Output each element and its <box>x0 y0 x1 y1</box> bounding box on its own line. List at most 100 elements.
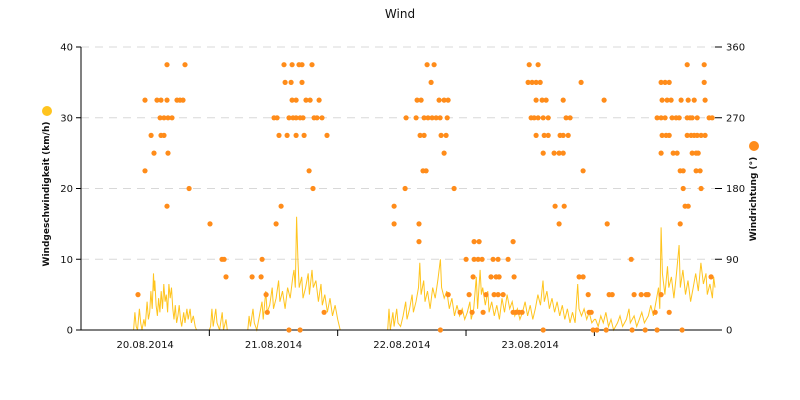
wind-direction-point <box>316 97 322 103</box>
y-right-tick-label: 360 <box>726 43 745 54</box>
wind-direction-point <box>659 97 665 103</box>
wind-direction-point <box>158 97 164 103</box>
wind-direction-point <box>476 239 482 245</box>
wind-direction-point <box>698 185 704 192</box>
wind-direction-point <box>580 168 586 174</box>
wind-direction-point <box>684 62 690 68</box>
wind-direction-point <box>466 292 472 298</box>
wind-direction-point <box>585 292 591 298</box>
wind-direction-point <box>135 292 141 298</box>
y-left-tick-label: 30 <box>60 113 73 124</box>
wind-direction-point <box>560 150 566 156</box>
wind-direction-point <box>416 239 422 245</box>
wind-direction-point <box>689 115 695 121</box>
wind-direction-point <box>288 79 294 85</box>
wind-direction-point <box>709 115 715 121</box>
wind-direction-point <box>545 115 551 121</box>
wind-direction-point <box>249 274 255 280</box>
wind-direction-point <box>678 97 684 103</box>
chart-title: Wind <box>384 7 416 21</box>
wind-direction-point <box>475 256 481 262</box>
wind-direction-point <box>306 168 312 174</box>
wind-direction-point <box>668 97 674 103</box>
wind-direction-point <box>496 274 502 280</box>
wind-direction-point <box>164 203 170 209</box>
wind-direction-point <box>441 97 447 103</box>
wind-direction-point <box>303 97 309 103</box>
wind-direction-point <box>590 327 596 333</box>
wind-direction-point <box>491 292 497 298</box>
wind-direction-point <box>594 327 600 333</box>
wind-direction-point <box>319 115 325 121</box>
y-axis-title-left: Windgeschwindigkeit (km/h) <box>41 105 53 267</box>
wind-direction-point <box>561 203 567 209</box>
y-axis-title-left-label: Windgeschwindigkeit (km/h) <box>42 121 52 267</box>
wind-direction-point <box>638 292 644 298</box>
wind-direction-point <box>445 97 451 103</box>
wind-direction-point <box>483 292 489 298</box>
wind-direction-point <box>480 309 486 315</box>
wind-direction-point <box>463 256 469 262</box>
wind-direction-point <box>588 309 594 315</box>
wind-direction-point <box>457 309 463 315</box>
wind-direction-point <box>533 132 539 138</box>
wind-direction-point <box>281 62 287 68</box>
wind-direction-point <box>670 150 676 156</box>
wind-direction-point <box>495 292 501 298</box>
wind-direction-point <box>531 115 537 121</box>
wind-direction-point <box>658 79 664 85</box>
wind-direction-point <box>540 115 546 121</box>
wind-direction-point <box>469 309 475 315</box>
wind-direction-point <box>142 168 148 174</box>
wind-direction-point <box>441 150 447 156</box>
wind-direction-point <box>443 132 449 138</box>
y-axis-title-right-label: Windrichtung (°) <box>749 156 759 242</box>
wind-direction-point <box>603 327 609 333</box>
wind-direction-point <box>416 221 422 227</box>
wind-direction-point <box>307 97 313 103</box>
wind-direction-point <box>556 221 562 227</box>
wind-direction-point <box>565 132 571 138</box>
wind-direction-point <box>324 132 330 138</box>
wind-direction-point <box>519 309 525 315</box>
wind-direction-point <box>437 327 443 333</box>
wind-direction-point <box>151 150 157 156</box>
wind-direction-point <box>652 309 658 315</box>
wind-direction-point <box>289 97 295 103</box>
wind-direction-point <box>708 274 714 280</box>
wind-direction-point <box>182 62 188 68</box>
wind-direction-point <box>471 256 477 262</box>
wind-direction-point <box>693 168 699 174</box>
wind-direction-point <box>701 79 707 85</box>
wind-direction-point <box>417 132 423 138</box>
wind-direction-point <box>451 185 457 192</box>
x-axis-date-label: 21.08.2014 <box>245 340 302 351</box>
wind-direction-point <box>259 256 265 262</box>
wind-direction-point <box>421 115 427 121</box>
wind-direction-point <box>286 115 292 121</box>
wind-direction-point <box>662 79 668 85</box>
wind-direction-point <box>161 115 167 121</box>
wind-direction-point <box>157 115 163 121</box>
wind-direction-point <box>299 62 305 68</box>
wind-direction-point <box>223 274 229 280</box>
wind-direction-point <box>421 132 427 138</box>
wind-direction-point <box>293 97 299 103</box>
wind-direction-point <box>207 221 213 227</box>
wind-direction-point <box>540 327 546 333</box>
wind-direction-point <box>576 274 582 280</box>
wind-direction-point <box>629 327 635 333</box>
wind-direction-point <box>276 132 282 138</box>
x-axis-date-label: 22.08.2014 <box>373 340 430 351</box>
wind-direction-point <box>702 132 708 138</box>
wind-direction-point <box>685 203 691 209</box>
wind-direction-point <box>164 62 170 68</box>
y-right-tick-label: 90 <box>726 255 739 266</box>
wind-direction-point <box>445 292 451 298</box>
wind-direction-point <box>495 256 501 262</box>
wind-direction-point <box>500 292 506 298</box>
wind-direction-point <box>533 97 539 103</box>
wind-direction-point <box>431 62 437 68</box>
wind-direction-point <box>274 115 280 121</box>
